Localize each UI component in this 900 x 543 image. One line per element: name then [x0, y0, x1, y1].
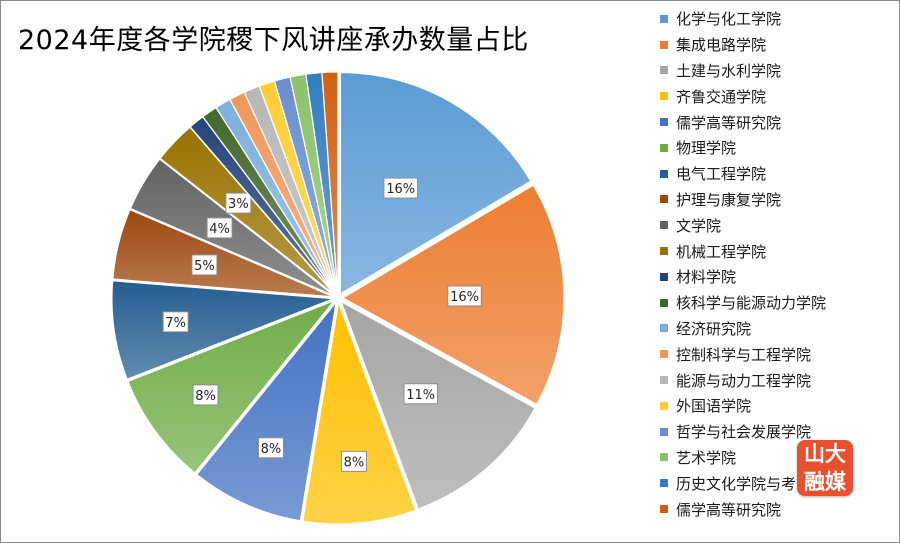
- pie-slice: [111, 280, 334, 380]
- legend-label: 哲学与社会发展学院: [676, 423, 812, 442]
- pie-slice: [340, 300, 536, 510]
- legend-swatch: [660, 453, 668, 462]
- svg-text:8%: 8%: [344, 455, 365, 470]
- legend-label: 艺术学院: [676, 448, 737, 467]
- legend-swatch: [660, 505, 668, 514]
- legend-swatch: [660, 195, 668, 204]
- legend-label: 护理与康复学院: [676, 190, 782, 209]
- svg-text:7%: 7%: [165, 316, 186, 331]
- svg-text:16%: 16%: [450, 290, 479, 305]
- legend-swatch: [660, 118, 668, 127]
- legend-item: 电气工程学院: [660, 161, 896, 187]
- legend-label: 土建与水利学院: [676, 61, 782, 80]
- legend-swatch: [660, 221, 668, 230]
- legend-item: 历史文化学院与考古学院: [660, 470, 896, 496]
- legend-swatch: [660, 427, 668, 436]
- legend-swatch: [660, 350, 668, 359]
- legend-label: 儒学高等研究院: [676, 500, 782, 519]
- data-label: 7%: [162, 311, 189, 333]
- legend-swatch: [660, 324, 668, 333]
- legend-label: 机械工程学院: [676, 242, 767, 261]
- legend: 化学与化工学院 集成电路学院 土建与水利学院 齐鲁交通学院 儒学高等研究院 物理学院电气工…: [660, 6, 896, 522]
- data-label: 3%: [225, 192, 252, 214]
- legend-label: 外国语学院: [676, 397, 752, 416]
- legend-item: 文学院: [660, 212, 896, 238]
- data-label: 11%: [403, 383, 438, 405]
- data-label: 8%: [192, 384, 219, 406]
- data-label: 5%: [191, 254, 218, 276]
- svg-text:3%: 3%: [228, 197, 249, 212]
- legend-swatch: [660, 401, 668, 410]
- legend-swatch: [660, 143, 668, 152]
- legend-swatch: [660, 298, 668, 307]
- legend-item: 集成电路学院: [660, 32, 896, 58]
- svg-text:16%: 16%: [386, 182, 415, 197]
- data-label: 16%: [383, 177, 418, 199]
- legend-item: 化学与化工学院: [660, 6, 896, 32]
- legend-label: 化学与化工学院: [676, 10, 782, 29]
- legend-item: 经济研究院: [660, 316, 896, 342]
- pie-slice: [196, 300, 337, 522]
- legend-item: 机械工程学院: [660, 238, 896, 264]
- legend-item: 艺术学院: [660, 445, 896, 471]
- legend-item: 哲学与社会发展学院: [660, 419, 896, 445]
- legend-label: 控制科学与工程学院: [676, 345, 812, 364]
- svg-text:8%: 8%: [195, 389, 216, 404]
- legend-item: 土建与水利学院: [660, 58, 896, 84]
- svg-text:11%: 11%: [406, 388, 435, 403]
- pie-slice: [302, 301, 417, 525]
- legend-item: 儒学高等研究院: [660, 496, 896, 522]
- pie-slice: [112, 209, 334, 298]
- legend-item: 物理学院: [660, 135, 896, 161]
- legend-label: 经济研究院: [676, 319, 752, 338]
- legend-label: 文学院: [676, 216, 722, 235]
- legend-swatch: [660, 272, 668, 281]
- pie-slice: [321, 71, 339, 294]
- data-label: 8%: [340, 450, 367, 472]
- legend-item: 护理与康复学院: [660, 187, 896, 213]
- legend-swatch: [660, 14, 668, 23]
- watermark-logo: 山大 融媒: [797, 440, 853, 496]
- legend-item: 材料学院: [660, 264, 896, 290]
- legend-label: 能源与动力工程学院: [676, 371, 812, 390]
- legend-item: 核科学与能源动力学院: [660, 290, 896, 316]
- svg-text:5%: 5%: [194, 259, 215, 274]
- legend-label: 核科学与能源动力学院: [676, 294, 827, 313]
- legend-label: 齐鲁交通学院: [676, 87, 767, 106]
- data-label: 8%: [257, 437, 284, 459]
- legend-item: 能源与动力工程学院: [660, 367, 896, 393]
- svg-text:4%: 4%: [209, 222, 230, 237]
- legend-label: 电气工程学院: [676, 165, 767, 184]
- legend-label: 集成电路学院: [676, 36, 767, 55]
- chart-title: 2024年度各学院稷下风讲座承办数量占比: [18, 25, 529, 56]
- legend-swatch: [660, 376, 668, 385]
- svg-text:8%: 8%: [261, 442, 282, 457]
- legend-swatch: [660, 479, 668, 488]
- legend-swatch: [660, 169, 668, 178]
- data-label: 16%: [447, 285, 482, 307]
- legend-item: 齐鲁交通学院: [660, 83, 896, 109]
- legend-label: 材料学院: [676, 268, 737, 287]
- legend-label: 物理学院: [676, 139, 737, 158]
- legend-swatch: [660, 92, 668, 101]
- legend-swatch: [660, 66, 668, 75]
- legend-item: 外国语学院: [660, 393, 896, 419]
- legend-item: 控制科学与工程学院: [660, 341, 896, 367]
- legend-swatch: [660, 247, 668, 256]
- legend-item: 儒学高等研究院: [660, 109, 896, 135]
- data-label: 4%: [206, 217, 233, 239]
- legend-label: 儒学高等研究院: [676, 113, 782, 132]
- legend-swatch: [660, 40, 668, 49]
- pie-slice: [127, 299, 336, 474]
- pie-slice: [339, 72, 532, 295]
